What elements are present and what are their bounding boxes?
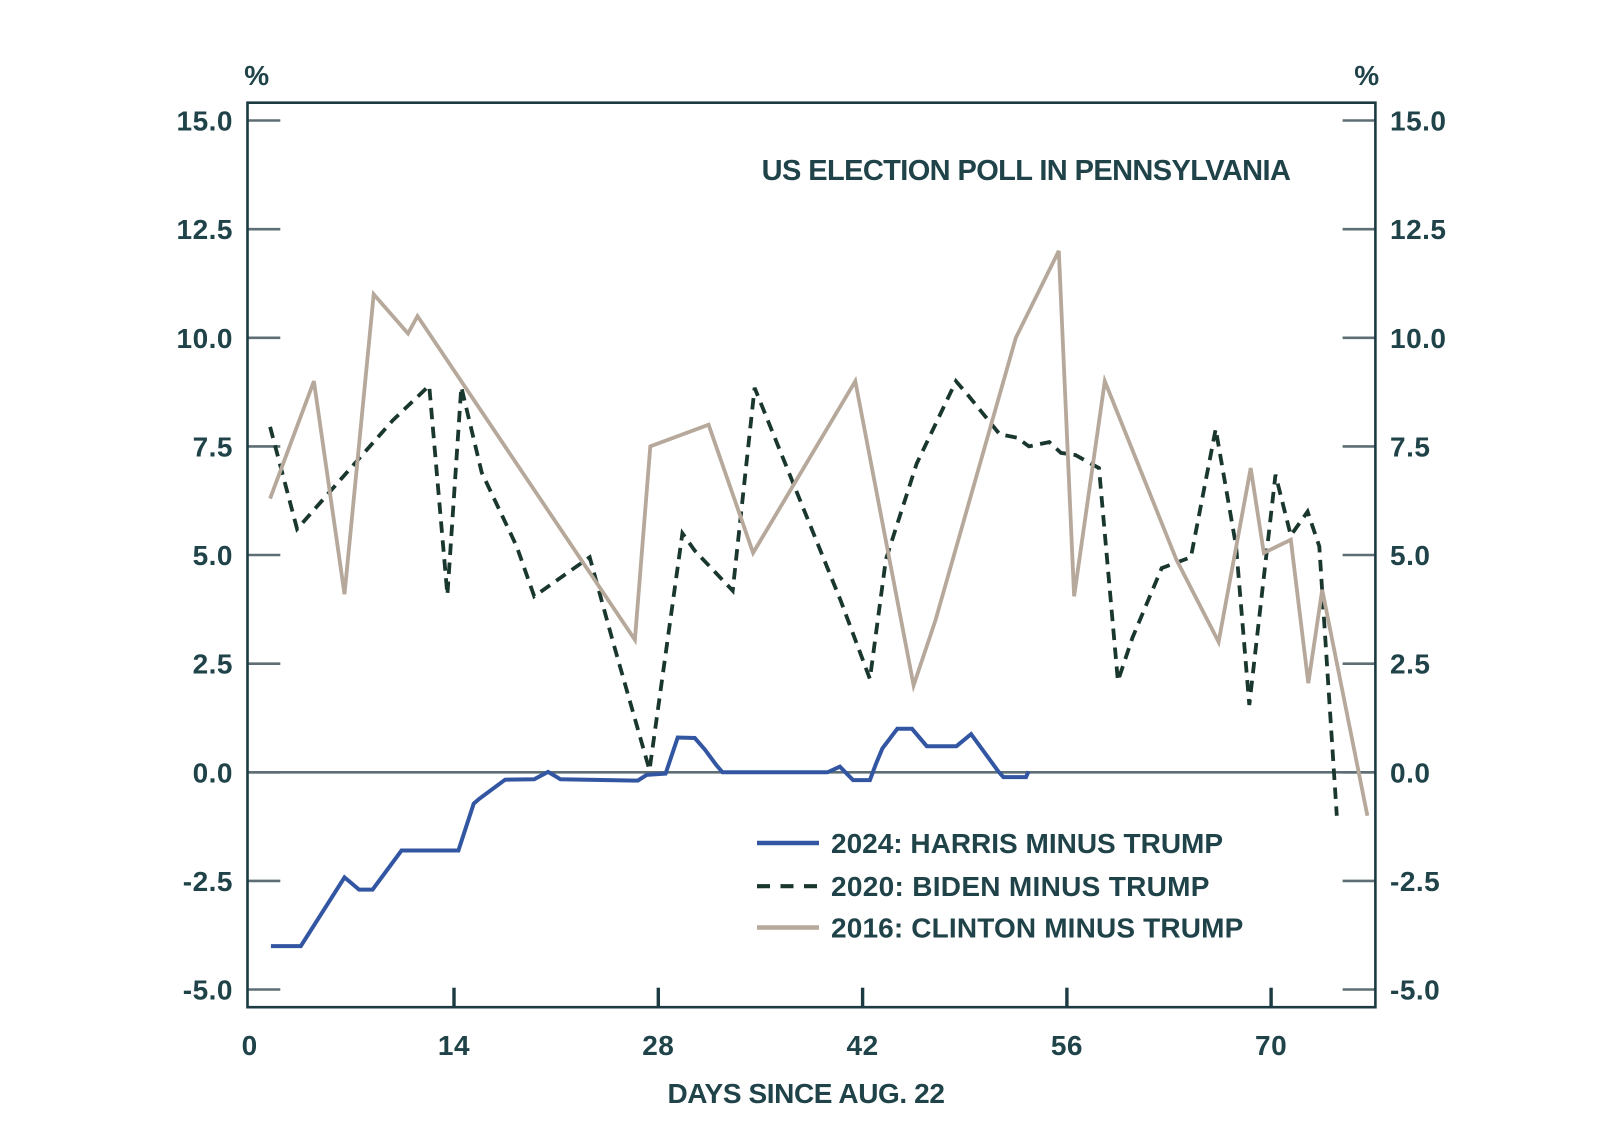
svg-text:15.0: 15.0 [177,106,234,137]
svg-text:2.5: 2.5 [193,649,233,680]
svg-text:14: 14 [438,1030,470,1061]
svg-text:0: 0 [242,1030,258,1061]
svg-text:2020: BIDEN MINUS TRUMP: 2020: BIDEN MINUS TRUMP [831,871,1210,902]
svg-text:2024: HARRIS MINUS TRUMP: 2024: HARRIS MINUS TRUMP [831,828,1223,859]
svg-text:7.5: 7.5 [1390,431,1430,462]
svg-text:-5.0: -5.0 [183,975,233,1006]
svg-text:%: % [1354,60,1379,91]
svg-text:US ELECTION POLL IN PENNSYLVAN: US ELECTION POLL IN PENNSYLVANIA [762,155,1291,187]
svg-text:2016: CLINTON MINUS TRUMP: 2016: CLINTON MINUS TRUMP [831,913,1243,944]
svg-text:5.0: 5.0 [1390,540,1430,571]
svg-text:42: 42 [847,1030,879,1061]
svg-text:28: 28 [642,1030,674,1061]
svg-text:12.5: 12.5 [177,214,234,245]
svg-text:2.5: 2.5 [1390,649,1430,680]
svg-text:70: 70 [1255,1030,1287,1061]
svg-text:10.0: 10.0 [177,323,234,354]
svg-text:15.0: 15.0 [1390,106,1447,137]
svg-text:10.0: 10.0 [1390,323,1447,354]
svg-text:7.5: 7.5 [193,431,233,462]
svg-text:-2.5: -2.5 [1390,866,1440,897]
svg-text:12.5: 12.5 [1390,214,1447,245]
svg-text:0.0: 0.0 [193,757,233,788]
svg-text:-2.5: -2.5 [183,866,233,897]
svg-text:5.0: 5.0 [193,540,233,571]
svg-text:-5.0: -5.0 [1390,975,1440,1006]
svg-text:DAYS SINCE AUG. 22: DAYS SINCE AUG. 22 [667,1078,944,1109]
svg-text:%: % [244,60,269,91]
svg-text:56: 56 [1051,1030,1083,1061]
svg-text:0.0: 0.0 [1390,757,1430,788]
